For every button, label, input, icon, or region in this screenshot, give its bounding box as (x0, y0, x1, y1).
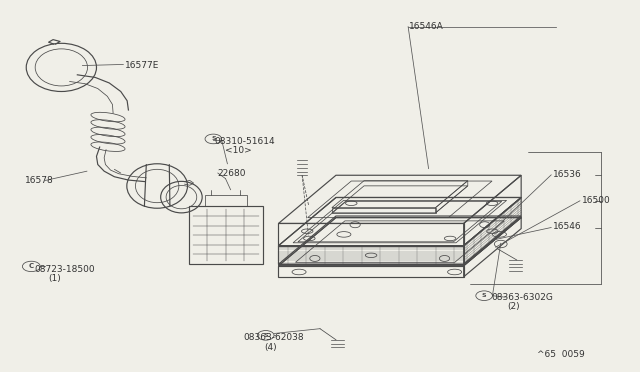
Text: 16500: 16500 (582, 196, 611, 205)
Text: (2): (2) (507, 302, 520, 311)
Text: 08723-18500: 08723-18500 (34, 265, 95, 274)
Text: S: S (482, 293, 486, 298)
Text: 16536: 16536 (553, 170, 582, 179)
Text: 08363-6302G: 08363-6302G (491, 293, 553, 302)
Text: 16546: 16546 (553, 222, 582, 231)
Text: 16578: 16578 (25, 176, 54, 185)
Text: 08363-62038: 08363-62038 (243, 333, 304, 343)
Text: (1): (1) (49, 274, 61, 283)
Text: (4): (4) (264, 343, 277, 352)
Bar (189, 206, 262, 264)
Text: 16577E: 16577E (125, 61, 159, 70)
Text: ^65  0059: ^65 0059 (537, 350, 585, 359)
Bar (205, 195, 246, 206)
Text: 08310-51614: 08310-51614 (214, 137, 275, 146)
Text: S: S (264, 333, 268, 338)
Text: S: S (211, 137, 216, 141)
Text: C: C (29, 263, 34, 269)
Text: 16546A: 16546A (410, 22, 444, 31)
Text: <10>: <10> (225, 146, 252, 155)
Text: 22680: 22680 (218, 169, 246, 177)
